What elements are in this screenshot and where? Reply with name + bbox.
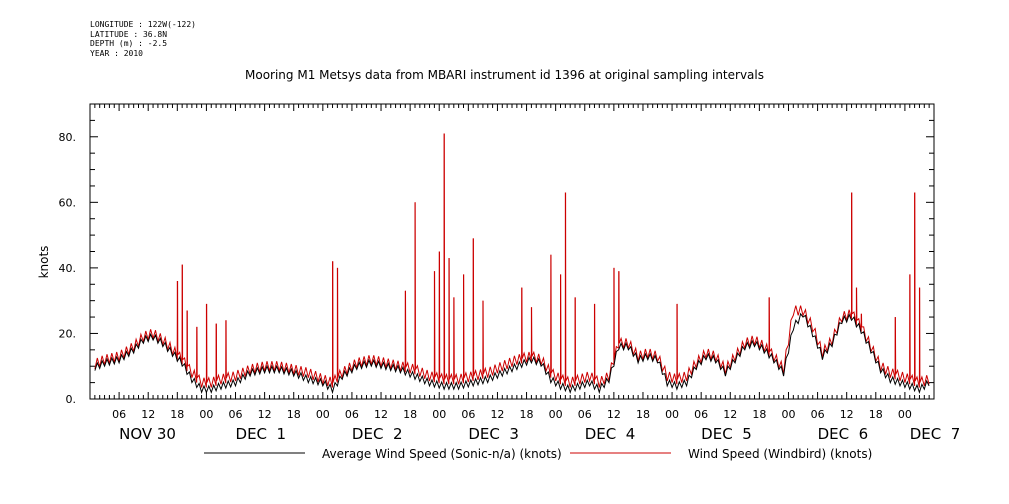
- x-tick-label: 18: [403, 408, 417, 421]
- x-tick-label: 06: [694, 408, 708, 421]
- day-label: DEC 6: [818, 425, 869, 443]
- y-tick-label: 60.: [59, 196, 77, 209]
- x-tick-label: 18: [869, 408, 883, 421]
- year-label: YEAR : 2010: [90, 48, 143, 58]
- longitude-label: LONGITUDE : 122W(-122): [90, 20, 196, 29]
- day-label: DEC 1: [236, 425, 287, 443]
- y-tick-label: 80.: [59, 131, 77, 144]
- x-tick-label: 18: [636, 408, 650, 421]
- latitude-label: LATITUDE : 36.8N: [90, 29, 168, 39]
- x-tick-label: 00: [781, 408, 795, 421]
- x-tick-label: 06: [229, 408, 243, 421]
- x-tick-label: 00: [549, 408, 563, 421]
- y-tick-label: 20.: [59, 327, 77, 340]
- y-tick-label: 40.: [59, 262, 77, 275]
- y-tick-label: 0.: [66, 393, 77, 406]
- legend-label-windbird: Wind Speed (Windbird) (knots): [688, 447, 872, 461]
- x-tick-label: 12: [374, 408, 388, 421]
- metadata-block: LONGITUDE : 122W(-122) LATITUDE : 36.8N …: [90, 20, 196, 58]
- x-tick-label: 12: [258, 408, 272, 421]
- day-label: DEC 3: [468, 425, 519, 443]
- legend-label-average: Average Wind Speed (Sonic-n/a) (knots): [322, 447, 562, 461]
- x-tick-label: 00: [199, 408, 213, 421]
- x-tick-label: 18: [752, 408, 766, 421]
- x-tick-label: 18: [520, 408, 534, 421]
- depth-label: DEPTH (m) : -2.5: [90, 39, 168, 48]
- y-tick-labels: 0. 20. 40. 60. 80.: [59, 131, 77, 406]
- x-tick-label: 00: [665, 408, 679, 421]
- day-label: DEC 7: [910, 425, 961, 443]
- y-axis-label: knots: [37, 246, 51, 279]
- x-tick-label: 12: [141, 408, 155, 421]
- day-labels: NOV 30 DEC 1 DEC 2 DEC 3 DEC 4 DEC 5 DEC 6 DEC …: [119, 425, 960, 443]
- axis-ticks: [89, 103, 935, 400]
- x-tick-labels: 06 12 18 00 06 12 18 00 06 12 18 00 06 12 18 00 06 12 18 00…: [112, 408, 912, 421]
- x-tick-label: 00: [432, 408, 446, 421]
- x-tick-label: 06: [811, 408, 825, 421]
- day-label: NOV 30: [119, 425, 176, 443]
- x-tick-label: 12: [607, 408, 621, 421]
- x-tick-label: 06: [461, 408, 475, 421]
- x-tick-label: 18: [170, 408, 184, 421]
- legend: Average Wind Speed (Sonic-n/a) (knots) W…: [204, 447, 872, 461]
- x-tick-label: 06: [112, 408, 126, 421]
- x-tick-label: 18: [287, 408, 301, 421]
- x-tick-label: 12: [840, 408, 854, 421]
- x-tick-label: 06: [345, 408, 359, 421]
- x-tick-label: 06: [578, 408, 592, 421]
- day-label: DEC 4: [585, 425, 636, 443]
- x-tick-label: 00: [316, 408, 330, 421]
- series-line-average: [94, 312, 930, 395]
- day-label: DEC 2: [352, 425, 403, 443]
- chart-title: Mooring M1 Metsys data from MBARI instru…: [245, 68, 764, 82]
- x-tick-label: 12: [723, 408, 737, 421]
- x-tick-label: 12: [490, 408, 504, 421]
- x-tick-label: 00: [898, 408, 912, 421]
- series-layer: [94, 133, 930, 395]
- series-line-windbird: [94, 133, 930, 388]
- day-label: DEC 5: [701, 425, 752, 443]
